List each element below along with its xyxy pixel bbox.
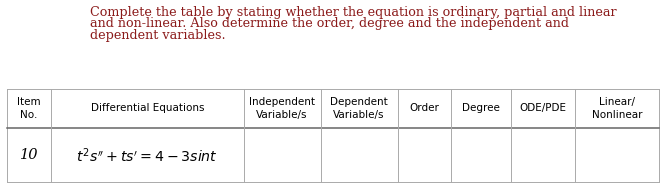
Text: Independent
Variable/s: Independent Variable/s [249, 97, 315, 120]
Text: dependent variables.: dependent variables. [90, 29, 225, 42]
Text: Order: Order [410, 103, 440, 114]
Text: Dependent
Variable/s: Dependent Variable/s [330, 97, 388, 120]
Text: Differential Equations: Differential Equations [90, 103, 204, 114]
Text: $t^2s'' + ts' = 4 - 3sint$: $t^2s'' + ts' = 4 - 3sint$ [76, 146, 218, 165]
Text: Item
No.: Item No. [17, 97, 41, 120]
Text: and non-linear. Also determine the order, degree and the independent and: and non-linear. Also determine the order… [90, 17, 568, 30]
Text: ODE/PDE: ODE/PDE [520, 103, 566, 114]
Text: 10: 10 [19, 148, 38, 162]
Text: Degree: Degree [462, 103, 500, 114]
Text: Complete the table by stating whether the equation is ordinary, partial and line: Complete the table by stating whether th… [90, 6, 616, 19]
Text: Linear/
Nonlinear: Linear/ Nonlinear [592, 97, 643, 120]
